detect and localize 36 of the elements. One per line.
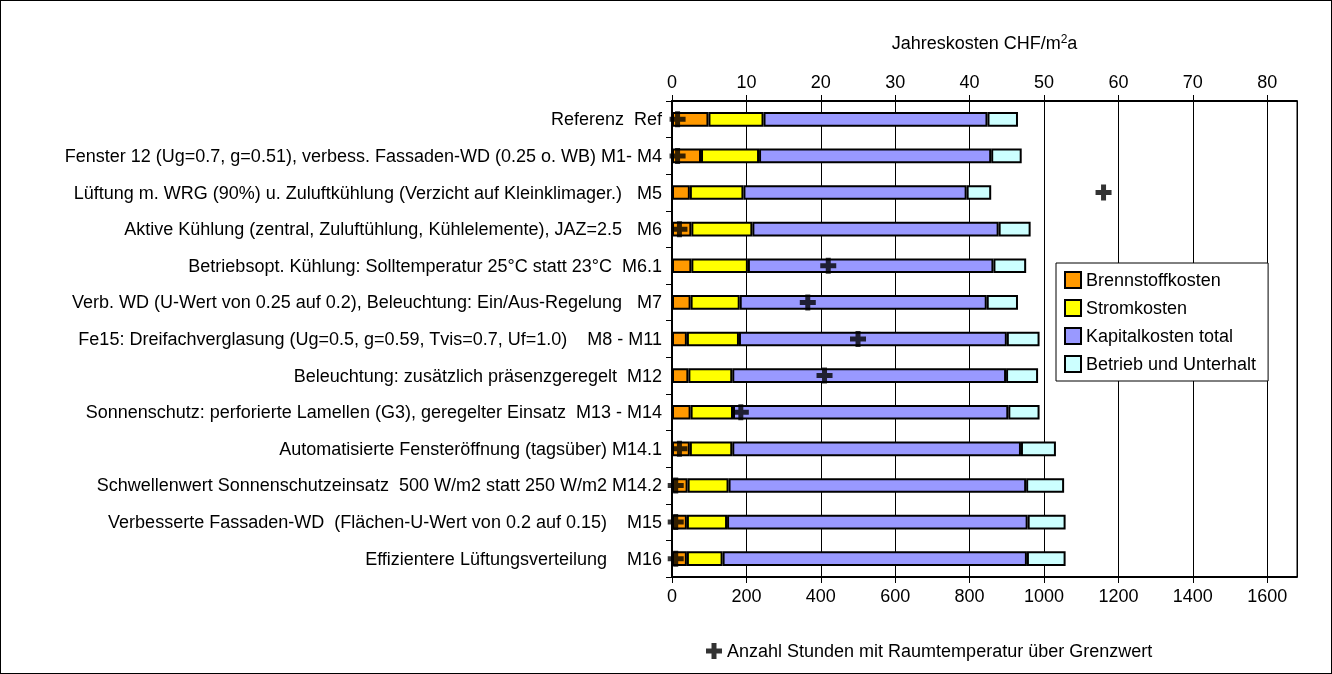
y-tick-label: Fenster 12 (Ug=0.7, g=0.51), verbess. Fassaden-WD (0.25 o. WB) M1- M4 [64, 145, 662, 166]
y-tick-label: Betriebsopt. Kühlung: Solltemperatur 25°C statt 23°C M6.1 [188, 255, 662, 276]
x-tick-label: 600 [880, 586, 911, 606]
legend-label: Kapitalkosten total [1086, 326, 1234, 346]
y-tick-label: Verbesserte Fassaden-WD (Flächen-U-Wert von 0.2 auf 0.15) M15 [108, 512, 662, 533]
y-tick-label: Lüftung m. WRG (90%) u. Zuluftkühlung (Verzicht auf Kleinklimager.) M5 [73, 182, 662, 203]
x-tick-label: 0 [666, 586, 678, 606]
x-tick-label: 1400 [1172, 586, 1213, 606]
x-tick-label: 200 [731, 586, 762, 606]
y-tick-label: Beleuchtung: zusätzlich präsenzgeregelt M12 [293, 365, 662, 386]
y-tick-label: Verb. WD (U-Wert von 0.25 auf 0.2), Beleuchtung: Ein/Aus-Regelung M7 [72, 292, 662, 313]
legend-label: Betrieb und Unterhalt [1086, 354, 1257, 374]
y-tick-label: Automatisierte Fensteröffnung (tagsüber) M14.1 [279, 438, 662, 459]
x2-tick-label: 10 [736, 72, 757, 92]
legend-label: Anzahl Stunden mit Raumtemperatur über Grenzwert [727, 641, 1153, 661]
x2-tick-label: 30 [885, 72, 906, 92]
x-tick-label: 800 [954, 586, 985, 606]
x2-tick-label: 20 [810, 72, 831, 92]
y-tick-label: Sonnenschutz: perforierte Lamellen (G3), geregelter Einsatz M13 - M14 [85, 402, 662, 423]
y-tick-label: Aktive Kühlung (zentral, Zuluftühlung, Kühlelemente), JAZ=2.5 M6 [124, 219, 662, 240]
y-tick-label: Effizientere Lüftungsverteilung M16 [365, 548, 662, 569]
x2-tick-label: 0 [666, 72, 678, 92]
x2-tick-label: 70 [1182, 72, 1203, 92]
y-tick-label: Schwellenwert Sonnenschutzeinsatz 500 W/m2 statt 250 W/m2 M14.2 [96, 475, 662, 496]
y-tick-label: Referenz Ref [550, 109, 663, 130]
x-tick-label: 1200 [1098, 586, 1139, 606]
x2-tick-label: 60 [1108, 72, 1129, 92]
x-tick-label: 1000 [1024, 586, 1065, 606]
legend-label: Brennstoffkosten [1086, 270, 1221, 290]
x2-tick-label: 50 [1034, 72, 1055, 92]
x-tick-label: 400 [805, 586, 836, 606]
x-tick-label: 1600 [1247, 586, 1288, 606]
x2-tick-label: 40 [959, 72, 980, 92]
y-tick-label: Fe15: Dreifachverglasung (Ug=0.5, g=0.59, Tvis=0.7, Uf=1.0) M8 - M11 [78, 329, 662, 349]
x2-tick-label: 80 [1257, 72, 1278, 92]
legend-label: Stromkosten [1086, 298, 1188, 318]
